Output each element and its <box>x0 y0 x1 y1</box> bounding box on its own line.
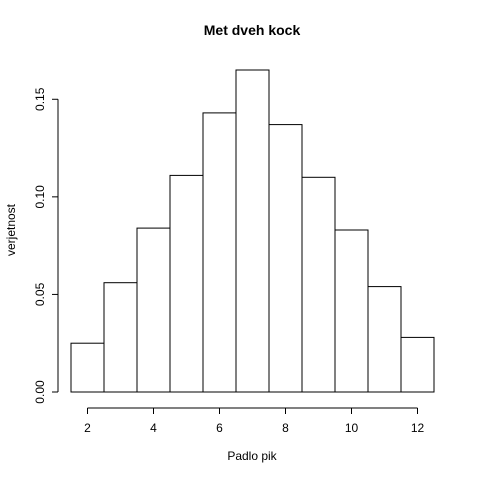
y-tick-label-2: 0.10 <box>33 185 47 209</box>
bars-group <box>70 69 435 393</box>
y-axis-label: verjetnost <box>4 203 18 256</box>
x-axis: 2 4 6 8 10 12 <box>84 407 425 435</box>
bar-9 <box>301 176 336 393</box>
bar-7 <box>235 69 270 393</box>
x-tick-label-4: 4 <box>150 421 157 435</box>
bar-8 <box>268 124 303 393</box>
bar-2 <box>70 342 105 393</box>
x-tick-label-6: 6 <box>216 421 223 435</box>
bar-10 <box>334 229 369 393</box>
y-axis: 0.00 0.05 0.10 0.15 <box>33 87 59 404</box>
y-tick-label-0: 0.00 <box>33 380 47 404</box>
y-tick-label-3: 0.15 <box>33 87 47 111</box>
x-tick-label-8: 8 <box>282 421 289 435</box>
x-tick-label-10: 10 <box>345 421 359 435</box>
bar-11 <box>367 286 402 393</box>
bar-3 <box>103 282 138 393</box>
chart-title: Met dveh kock <box>204 22 301 38</box>
y-tick-label-1: 0.05 <box>33 282 47 306</box>
x-tick-label-2: 2 <box>84 421 91 435</box>
x-axis-label: Padlo pik <box>227 449 277 463</box>
bar-5 <box>169 174 204 393</box>
x-tick-label-12: 12 <box>411 421 425 435</box>
bar-12 <box>400 336 435 393</box>
bar-6 <box>202 112 237 393</box>
bar-4 <box>136 227 171 393</box>
